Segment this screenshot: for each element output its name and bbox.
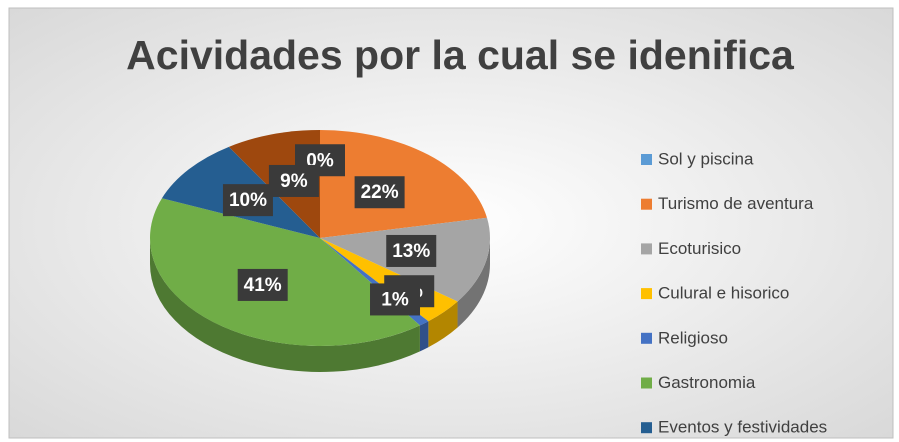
legend-label: Gastronomia: [658, 373, 756, 392]
data-label: 1%: [370, 283, 421, 316]
pie-slice-side: [457, 238, 490, 328]
legend-swatch: [641, 422, 652, 434]
data-label-box: [222, 184, 273, 217]
pie-slice-side: [419, 321, 429, 352]
chart-title: Acividades por la cual se idenifica: [126, 32, 795, 78]
data-label: 41%: [237, 268, 288, 301]
data-label-box: [370, 283, 421, 316]
data-label-text: 13%: [392, 241, 430, 262]
data-label: 22%: [354, 176, 405, 209]
pie-slice-side: [428, 301, 458, 348]
data-label-box: [237, 268, 288, 301]
data-label-box: [386, 234, 437, 267]
legend-swatch: [641, 288, 652, 300]
data-label-box: [268, 164, 319, 197]
data-label-text: 9%: [280, 171, 308, 192]
legend-label: Ecoturisico: [658, 239, 741, 258]
data-label: 10%: [222, 184, 273, 217]
legend-label: Religioso: [658, 328, 728, 347]
legend-label: Sol y piscina: [658, 149, 754, 168]
legend-swatch: [641, 243, 652, 255]
legend-swatch: [641, 377, 652, 389]
legend-swatch: [641, 332, 652, 344]
legend-label: Turismo de aventura: [658, 194, 814, 213]
legend-label: Culural e hisorico: [658, 284, 789, 303]
data-label-text: 41%: [244, 275, 282, 296]
legend-swatch: [641, 154, 652, 165]
data-label-text: 10%: [229, 190, 267, 211]
pie-slice-side: [150, 238, 420, 373]
data-label: 9%: [268, 164, 319, 197]
data-label-box: [354, 176, 405, 209]
data-label: 13%: [386, 234, 437, 267]
legend-label: Eventos y festividades: [658, 418, 827, 437]
data-label-text: 22%: [361, 182, 399, 203]
data-label-text: 1%: [381, 289, 409, 310]
legend-swatch: [641, 198, 652, 210]
